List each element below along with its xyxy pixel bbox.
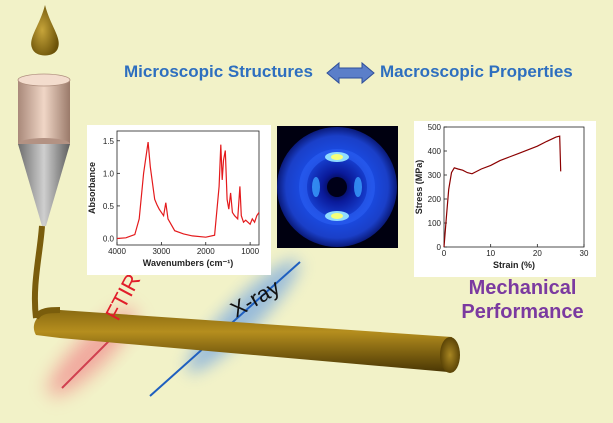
x-axis-title: Strain (%) <box>493 260 535 270</box>
x-tick-label: 10 <box>486 249 495 258</box>
y-axis-title: Absorbance <box>87 162 97 214</box>
x-tick-label: 3000 <box>152 247 170 256</box>
y-tick-label: 0.5 <box>103 202 115 211</box>
plot-frame <box>116 130 260 246</box>
droplet-icon <box>31 5 59 56</box>
fiber <box>33 307 460 373</box>
spinneret <box>17 73 71 226</box>
y-axis-title: Stress (MPa) <box>414 160 424 215</box>
x-tick-label: 2000 <box>197 247 215 256</box>
xrd-pattern <box>277 126 398 248</box>
performance-line-2: Performance <box>461 301 584 323</box>
mechanical-performance-label: Mechanical Performance <box>440 276 605 324</box>
ftir-chart: 4000 3000 2000 1000 0.0 0.5 1.0 1.5 Wavenumbers … <box>87 125 271 275</box>
x-tick-label: 30 <box>580 249 589 258</box>
fiber-strand <box>31 225 45 319</box>
y-tick-label: 400 <box>428 147 442 156</box>
y-tick-label: 0 <box>437 243 442 252</box>
plot-frame <box>443 126 585 248</box>
y-tick-label: 100 <box>428 219 442 228</box>
series-line <box>443 135 562 248</box>
x-tick-label: 20 <box>533 249 542 258</box>
y-tick-label: 0.0 <box>103 234 115 243</box>
series-line <box>116 142 260 240</box>
headline-macroscopic: Macroscopic Properties <box>380 62 573 81</box>
y-tick-label: 500 <box>428 123 442 132</box>
double-arrow-icon <box>326 61 375 85</box>
x-axis-title: Wavenumbers (cm⁻¹) <box>143 258 233 268</box>
x-tick-label: 1000 <box>241 247 259 256</box>
y-tick-label: 1.0 <box>103 169 115 178</box>
x-tick-label: 4000 <box>108 247 126 256</box>
y-tick-label: 1.5 <box>103 137 115 146</box>
performance-line-1: Mechanical <box>468 277 577 299</box>
headline-microscopic: Microscopic Structures <box>124 62 313 81</box>
y-tick-label: 300 <box>428 171 442 180</box>
x-tick-label: 0 <box>442 249 447 258</box>
y-tick-label: 200 <box>428 195 442 204</box>
